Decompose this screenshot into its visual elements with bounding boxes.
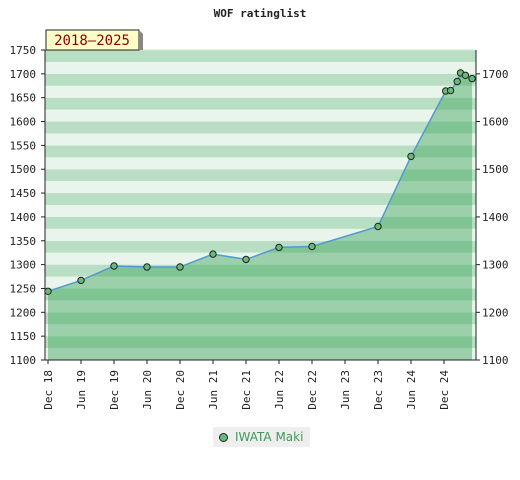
grid-band (45, 312, 476, 325)
grid-band (45, 169, 476, 182)
year-range-badge: 2018–2025 (45, 29, 143, 51)
y-tick-label-left: 1700 (10, 68, 37, 81)
data-point (176, 263, 184, 271)
x-tick-label: Dec 23 (372, 370, 385, 410)
x-tick-label: Jun 22 (273, 370, 286, 410)
data-point (110, 262, 118, 270)
grid-band (45, 121, 476, 134)
grid-band (45, 61, 476, 74)
grid-band (45, 252, 476, 265)
data-point (77, 276, 85, 285)
x-tick-label: Jun 23 (339, 370, 352, 410)
y-tick-label-left: 1450 (10, 187, 37, 200)
data-point (143, 263, 151, 271)
x-tick-label: Jun 19 (75, 370, 88, 410)
legend: IWATA Maki (213, 427, 311, 447)
grid-band (45, 240, 476, 253)
x-tick-label: Dec 19 (108, 370, 121, 410)
data-point (461, 71, 470, 80)
year-range-badge-label: 2018–2025 (54, 33, 130, 49)
y-tick-label-right: 1500 (482, 163, 509, 176)
data-point (44, 287, 52, 295)
y-tick-label-left: 1500 (10, 163, 37, 176)
grid-band (45, 109, 476, 122)
grid-band (45, 50, 476, 62)
grid-band (45, 73, 476, 86)
y-tick-label-left: 1250 (10, 282, 37, 295)
x-tick-label: Dec 22 (306, 370, 319, 410)
y-tick-label-left: 1400 (10, 211, 37, 224)
x-tick-label: Jun 20 (141, 370, 154, 410)
y-tick-label-right: 1600 (482, 116, 509, 129)
grid-band (45, 193, 476, 205)
y-tick-label-left: 1300 (10, 259, 37, 272)
y-tick-label-right: 1700 (482, 68, 509, 81)
grid-band (45, 336, 476, 349)
y-tick-label-left: 1150 (10, 330, 37, 343)
legend-label: IWATA Maki (235, 430, 304, 444)
y-tick-label-left: 1600 (10, 116, 37, 129)
grid-band (45, 85, 476, 98)
legend-marker-icon (219, 432, 228, 442)
grid-band (45, 181, 476, 194)
data-point (275, 243, 283, 252)
y-tick-label-left: 1650 (10, 92, 37, 105)
grid-band (45, 157, 476, 170)
grid-band (45, 228, 476, 241)
grid-band (45, 348, 476, 360)
grid-band (45, 276, 476, 289)
chart-title: WOF ratinglist (214, 7, 307, 20)
y-tick-label-left: 1100 (10, 354, 37, 367)
grid-band (45, 300, 476, 313)
grid-band (45, 205, 476, 217)
x-tick-label: Dec 21 (240, 370, 253, 410)
y-tick-label-right: 1100 (482, 354, 509, 367)
y-tick-label-left: 1750 (10, 44, 37, 57)
y-tick-label-left: 1350 (10, 235, 37, 248)
grid-band (45, 324, 476, 337)
data-point (468, 74, 476, 83)
y-tick-label-right: 1300 (482, 259, 509, 272)
y-tick-label-right: 1400 (482, 211, 509, 224)
grid-band (45, 97, 476, 110)
data-point (453, 77, 461, 86)
data-point (407, 152, 415, 161)
grid-band (45, 216, 476, 229)
y-tick-label-left: 1200 (10, 306, 37, 319)
data-point (374, 222, 382, 231)
grid-band (45, 133, 476, 146)
y-tick-label-left: 1550 (10, 139, 37, 152)
x-tick-label: Dec 18 (42, 370, 55, 410)
data-point (209, 250, 217, 258)
grid-band (45, 264, 476, 277)
grid-band (45, 145, 476, 158)
x-tick-label: Jun 24 (405, 370, 418, 410)
x-tick-label: Dec 20 (174, 370, 187, 410)
x-tick-label: Jun 21 (207, 370, 220, 410)
data-point (446, 86, 455, 95)
grid-band (45, 288, 476, 301)
data-point (242, 255, 250, 264)
x-tick-label: Dec 24 (438, 370, 451, 410)
series-area (48, 72, 473, 360)
y-tick-label-right: 1200 (482, 306, 509, 319)
data-point (308, 242, 316, 251)
